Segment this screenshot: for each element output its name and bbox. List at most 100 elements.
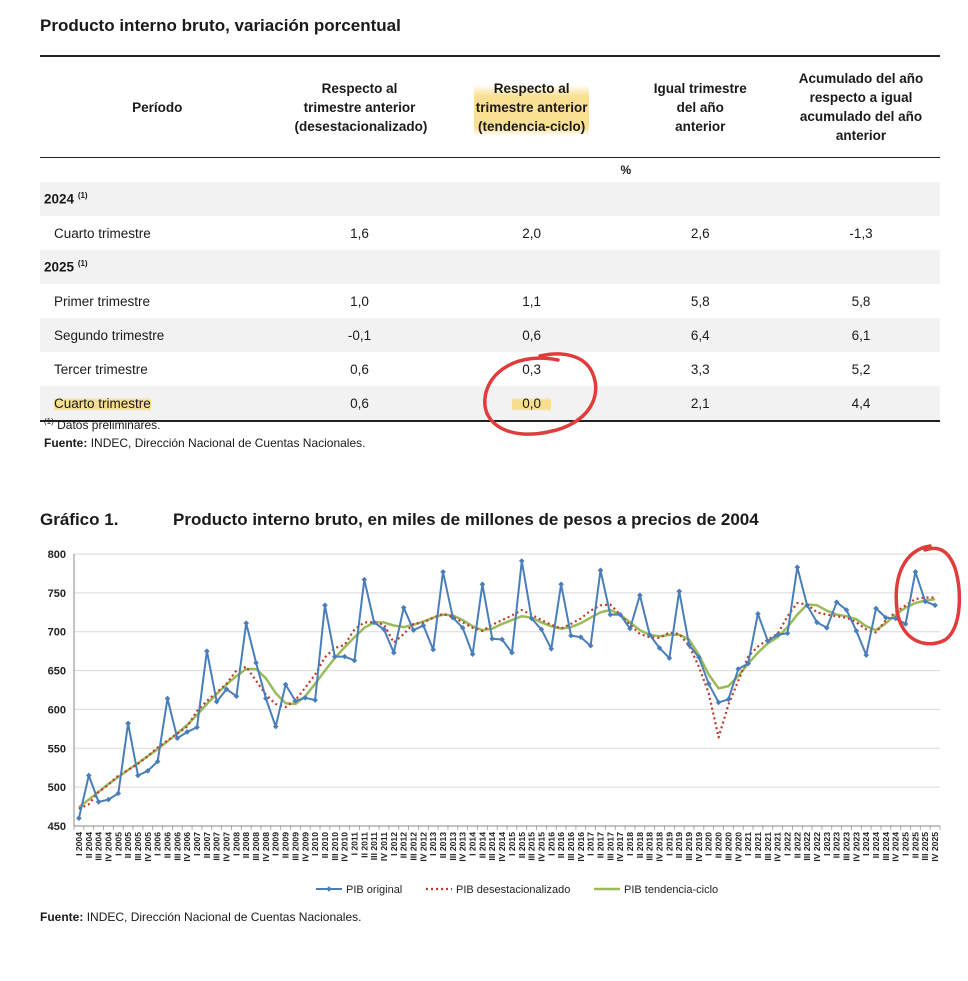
- unit-label: %: [620, 163, 632, 177]
- x-tick-label: II 2016: [556, 832, 566, 859]
- x-tick-label: III 2004: [94, 832, 104, 861]
- x-tick-label: IV 2017: [615, 832, 625, 862]
- x-tick-label: IV 2009: [300, 832, 310, 862]
- x-tick-label: IV 2016: [576, 832, 586, 862]
- header-tendencia-ciclo: Respecto al trimestre anterior (tendenci…: [444, 55, 619, 158]
- x-tick-label: III 2006: [172, 832, 182, 861]
- legend-marker: [326, 886, 332, 892]
- data-point: [331, 653, 338, 660]
- data-point: [548, 646, 555, 652]
- data-point: [223, 686, 230, 693]
- x-tick-label: IV 2024: [891, 832, 901, 862]
- table-notes: (1) Datos preliminares. Fuente: INDEC, D…: [44, 413, 365, 452]
- x-tick-label: I 2018: [625, 832, 635, 856]
- series-pib-original: [77, 560, 936, 819]
- data-point: [784, 630, 791, 637]
- x-tick-label: II 2015: [517, 832, 527, 859]
- data-point: [755, 611, 761, 617]
- x-tick-label: II 2022: [792, 832, 802, 859]
- data-point: [233, 693, 240, 700]
- data-point: [361, 576, 368, 583]
- cell-igual: 2,1: [618, 386, 782, 422]
- data-point: [587, 642, 594, 649]
- x-tick-label: III 2016: [566, 832, 576, 861]
- x-tick-label: I 2006: [153, 832, 163, 856]
- x-tick-label: II 2024: [871, 832, 881, 859]
- x-tick-label: IV 2007: [222, 832, 232, 862]
- data-point: [459, 625, 466, 631]
- x-tick-label: IV 2013: [458, 832, 468, 862]
- cell-desest: 0,6: [274, 386, 445, 422]
- x-tick-label: IV 2023: [851, 832, 861, 862]
- x-tick-label: IV 2011: [379, 832, 389, 861]
- row-label: Cuarto trimestre: [54, 225, 151, 241]
- x-tick-label: I 2017: [586, 832, 596, 856]
- data-point: [804, 602, 810, 609]
- data-point: [322, 602, 328, 609]
- data-point: [833, 599, 840, 605]
- data-point: [312, 697, 318, 703]
- x-tick-label: I 2025: [901, 832, 911, 856]
- x-tick-label: I 2004: [74, 832, 84, 856]
- y-tick-label: 600: [48, 704, 66, 716]
- cell-tendencia: 2,0: [522, 225, 542, 241]
- data-point: [528, 615, 535, 622]
- table-row: Segundo trimestre -0,1 0,6 6,4 6,1: [40, 318, 940, 352]
- footnote-ref: (1): [77, 191, 88, 201]
- x-tick-label: II 2010: [320, 832, 330, 859]
- cell-igual: 5,8: [690, 293, 710, 309]
- chart-title: Gráfico 1. Producto interno bruto, en mil…: [40, 510, 759, 530]
- y-tick-label: 500: [48, 782, 66, 794]
- data-point: [597, 567, 604, 574]
- data-point: [400, 604, 407, 611]
- data-point: [430, 646, 436, 653]
- header-acumulado: Acumulado del año respecto a igual acumu…: [782, 55, 940, 158]
- cell-acumulado: 5,8: [851, 293, 871, 309]
- x-tick-label: III 2022: [802, 832, 812, 861]
- data-point: [115, 790, 122, 797]
- x-tick-label: I 2022: [782, 832, 792, 856]
- data-point: [932, 602, 938, 609]
- x-tick-label: IV 2014: [497, 832, 507, 862]
- data-point: [558, 581, 564, 588]
- data-point: [656, 645, 663, 651]
- x-tick-label: III 2009: [290, 832, 300, 861]
- x-tick-label: IV 2019: [694, 832, 704, 862]
- y-tick-label: 800: [48, 549, 66, 561]
- data-point: [410, 627, 417, 633]
- data-point: [715, 699, 722, 706]
- cell-acumulado: 6,1: [782, 318, 940, 352]
- group-year: 2024: [44, 191, 75, 207]
- series-pib-tendencia-ciclo: [78, 597, 936, 809]
- data-point: [76, 815, 82, 822]
- data-point: [774, 632, 781, 638]
- x-tick-label: III 2018: [645, 832, 655, 861]
- data-point: [95, 799, 102, 805]
- x-tick-label: II 2008: [241, 832, 251, 859]
- data-point: [843, 607, 850, 613]
- row-label: Tercer trimestre: [54, 361, 148, 377]
- data-point: [863, 652, 869, 658]
- x-tick-label: IV 2025: [930, 832, 940, 862]
- header-tendencia-text: Respecto al trimestre anterior (tendenci…: [474, 78, 590, 136]
- x-tick-label: II 2007: [202, 832, 212, 859]
- data-point: [105, 796, 112, 803]
- x-tick-label: IV 2018: [655, 832, 665, 862]
- x-tick-label: I 2014: [468, 832, 478, 856]
- x-tick-label: I 2010: [310, 832, 320, 856]
- x-tick-label: IV 2006: [182, 832, 192, 862]
- data-point: [351, 657, 358, 664]
- y-tick-label: 450: [48, 821, 66, 833]
- data-point: [371, 619, 377, 626]
- footnote: (1) Datos preliminares.: [44, 413, 365, 434]
- footnote-ref: (1): [77, 259, 88, 269]
- data-point: [145, 768, 151, 774]
- x-tick-label: I 2020: [704, 832, 714, 856]
- x-tick-label: II 2021: [753, 832, 763, 859]
- x-tick-label: IV 2010: [340, 832, 350, 862]
- x-tick-label: III 2025: [920, 832, 930, 861]
- cell-desest: 0,6: [350, 361, 369, 377]
- x-tick-label: II 2005: [123, 832, 133, 859]
- x-tick-label: I 2007: [192, 832, 202, 856]
